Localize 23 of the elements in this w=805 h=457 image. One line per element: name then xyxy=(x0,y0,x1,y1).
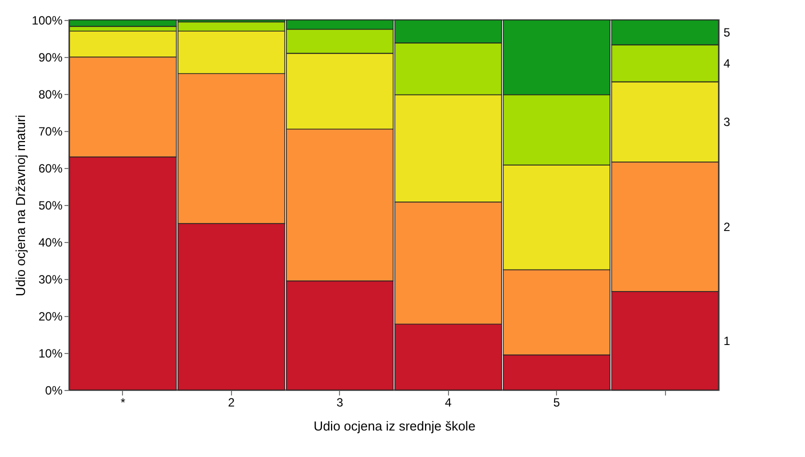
x-tick-label: 4 xyxy=(444,396,452,410)
y-tick-label: 60% xyxy=(38,162,63,176)
y-tick-label: 0% xyxy=(45,384,63,398)
series-label: 1 xyxy=(723,334,730,348)
series-label: 5 xyxy=(723,25,730,40)
x-axis-title: Udio ocjena iz srednje škole xyxy=(314,418,476,434)
y-tick-label: 50% xyxy=(38,198,63,212)
y-tick-label: 80% xyxy=(38,88,63,102)
y-tick-label: 70% xyxy=(38,124,63,138)
y-tick-label: 30% xyxy=(38,272,63,286)
y-axis-title: Udio ocjena na Državnoj maturi xyxy=(12,114,28,296)
x-tick-label: 5 xyxy=(553,396,560,410)
x-tick-label: * xyxy=(120,396,126,410)
y-tick-label: 20% xyxy=(38,310,63,324)
y-tick-label: 40% xyxy=(38,236,63,250)
series-label: 3 xyxy=(723,114,730,129)
y-tick-label: 100% xyxy=(32,14,63,28)
series-label: 4 xyxy=(723,56,730,70)
y-tick-label: 10% xyxy=(38,346,63,360)
x-tick-label: 3 xyxy=(336,396,344,410)
x-tick-label: 2 xyxy=(228,396,236,410)
y-tick-label: 90% xyxy=(38,50,63,64)
series-label: 2 xyxy=(723,220,730,234)
